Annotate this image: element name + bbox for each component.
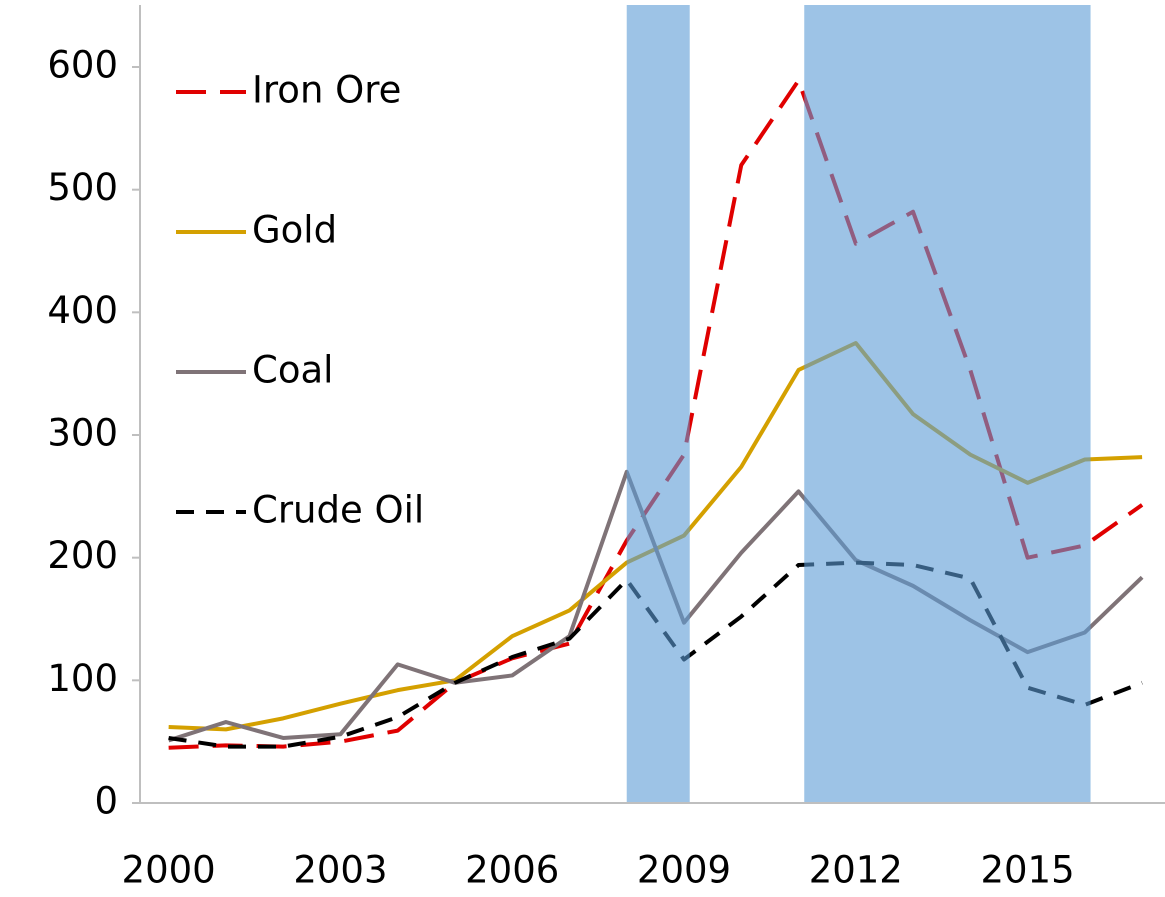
y-tick-label: 300	[47, 412, 118, 455]
y-tick-label: 400	[47, 289, 118, 332]
y-tick-label: 100	[47, 657, 118, 700]
legend-label: Crude Oil	[252, 489, 424, 532]
y-tick-label: 200	[47, 534, 118, 577]
y-tick-label: 0	[94, 780, 118, 823]
x-tick-label: 2012	[809, 849, 903, 892]
x-tick-label: 2006	[465, 849, 559, 892]
shaded-region	[804, 5, 1091, 803]
y-tick-label: 500	[47, 166, 118, 209]
x-tick-label: 2003	[293, 849, 387, 892]
legend-label: Iron Ore	[252, 69, 401, 112]
x-tick-label: 2015	[980, 849, 1074, 892]
x-tick-label: 2000	[122, 849, 216, 892]
legend-label: Gold	[252, 209, 337, 252]
legend-label: Coal	[252, 349, 333, 392]
y-tick-label: 600	[47, 44, 118, 87]
x-tick-label: 2009	[637, 849, 731, 892]
shaded-region	[626, 5, 690, 803]
